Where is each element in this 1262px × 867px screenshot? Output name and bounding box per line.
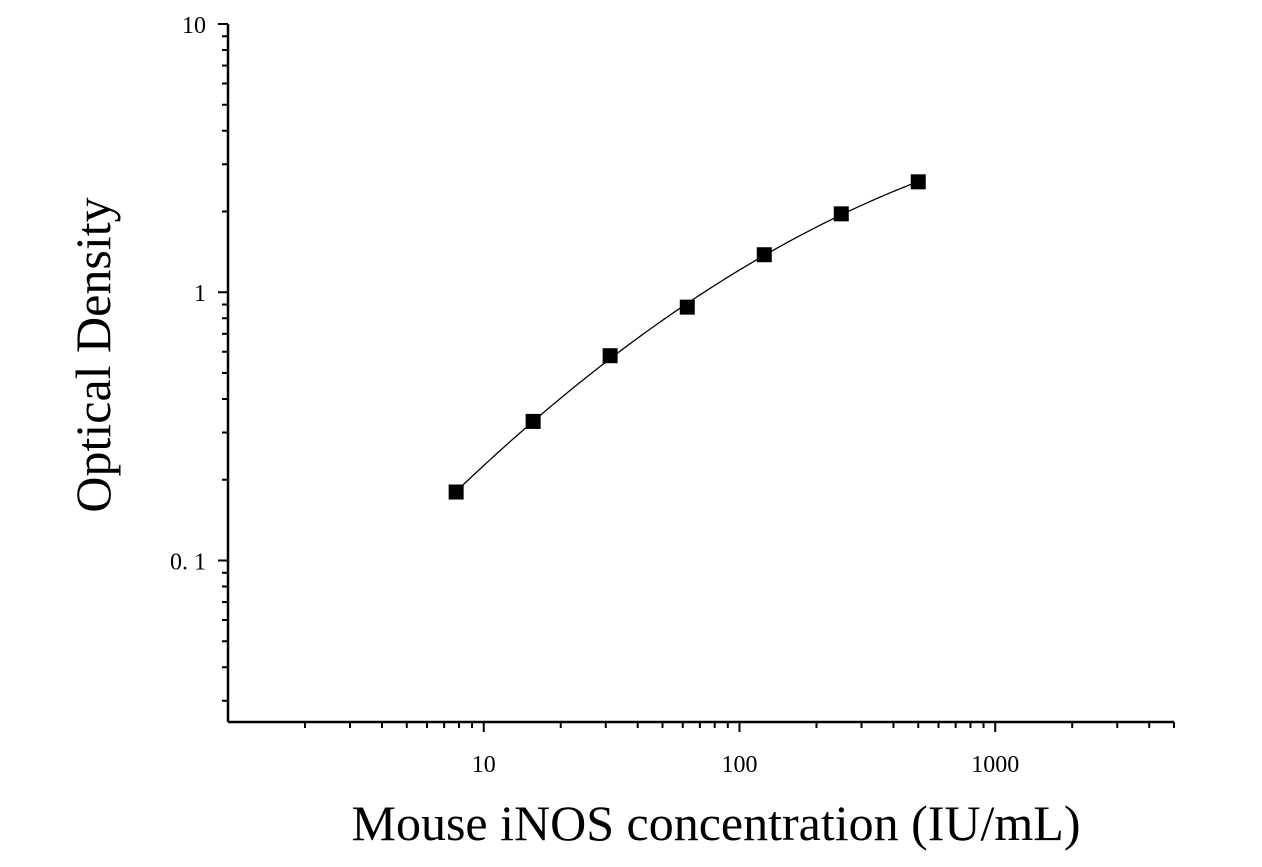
data-points: [448, 174, 926, 500]
axes: [226, 24, 1174, 724]
x-tick-label: 100: [721, 752, 757, 778]
data-point: [602, 348, 618, 364]
ticks: [218, 23, 1175, 732]
data-point: [756, 247, 772, 263]
data-point: [525, 413, 541, 429]
tick-labels: 0. 1 1 10 10 100 1000: [170, 13, 1019, 778]
x-tick-label: 10: [472, 752, 496, 778]
x-axis-title: Mouse iNOS concentration (IU/mL): [351, 795, 1080, 851]
fit-curve: [455, 180, 919, 492]
data-point: [910, 174, 926, 190]
data-point: [833, 206, 849, 222]
y-tick-label: 0. 1: [170, 549, 206, 575]
y-tick-label: 10: [182, 13, 206, 39]
y-axis-title: Optical Density: [65, 197, 121, 512]
data-point: [679, 299, 695, 315]
y-tick-label: 1: [194, 281, 206, 307]
data-point: [448, 484, 464, 500]
fit-curve-layer: [455, 180, 919, 492]
x-tick-label: 1000: [971, 752, 1019, 778]
